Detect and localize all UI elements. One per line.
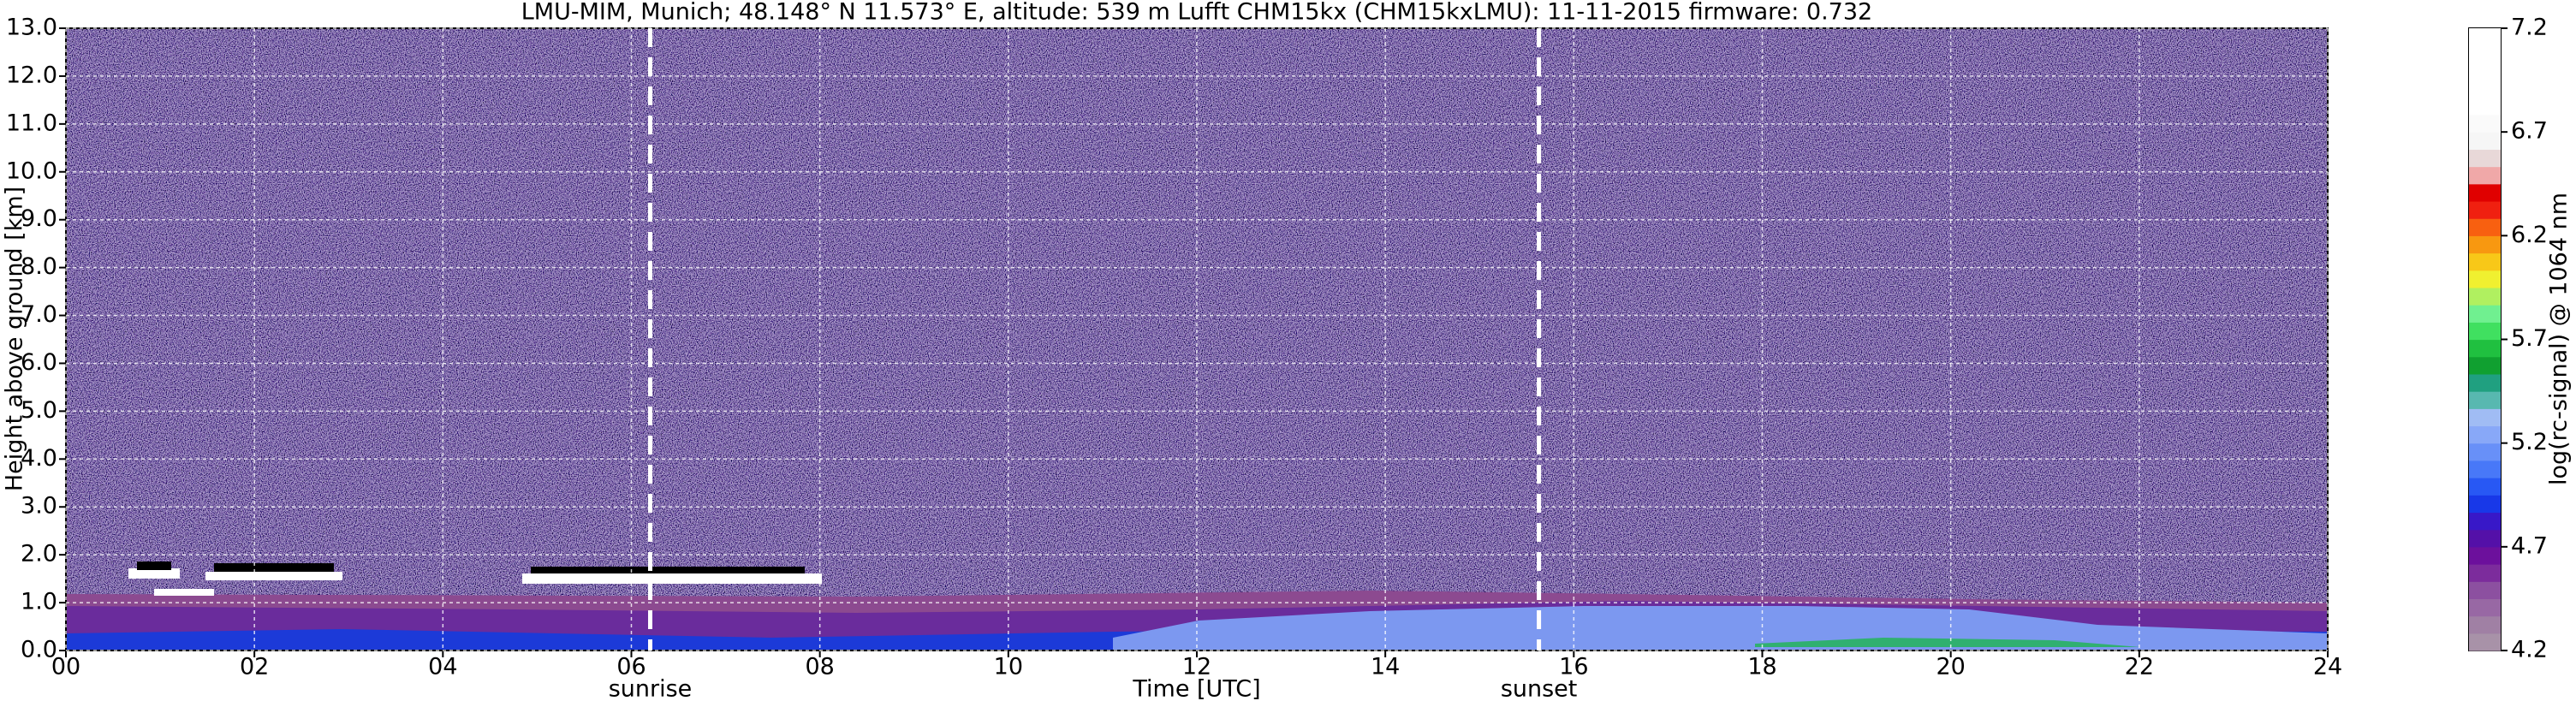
- colorbar-tick-label: 7.2: [2511, 15, 2548, 41]
- x-tick-label: 08: [805, 654, 834, 680]
- colorbar-swatch: [2469, 97, 2501, 116]
- colorbar-swatch: [2469, 45, 2501, 63]
- colorbar-tick-label: 5.7: [2511, 325, 2548, 352]
- colorbar-swatch: [2469, 373, 2501, 392]
- x-tick-label: 02: [240, 654, 269, 680]
- y-tick-label: 2.0: [21, 541, 57, 567]
- y-axis-label: Height above ground [km]: [2, 187, 28, 491]
- colorbar-swatch: [2469, 529, 2501, 548]
- colorbar-swatch: [2469, 200, 2501, 219]
- y-tick-label: 10.0: [6, 157, 57, 184]
- y-tick-label: 4.0: [21, 445, 57, 472]
- colorbar-swatch: [2469, 633, 2501, 651]
- x-tick-label: 04: [428, 654, 457, 680]
- x-tick-label: 24: [2313, 654, 2342, 680]
- colorbar-swatch: [2469, 132, 2501, 150]
- colorbar-swatch: [2469, 322, 2501, 341]
- x-tick-label: 00: [51, 654, 80, 680]
- colorbar-swatch: [2469, 425, 2501, 444]
- y-tick-label: 6.0: [21, 349, 57, 376]
- x-tick-label: 10: [994, 654, 1023, 680]
- colorbar-swatch: [2469, 305, 2501, 323]
- colorbar-swatch: [2469, 114, 2501, 133]
- colorbar-swatch: [2469, 270, 2501, 288]
- y-tick-label: 5.0: [21, 397, 57, 424]
- x-tick-label: 06: [616, 654, 645, 680]
- y-tick-label: 0.0: [21, 637, 57, 663]
- colorbar-swatch: [2469, 581, 2501, 600]
- y-tick-label: 13.0: [6, 15, 57, 41]
- colorbar-swatch: [2469, 62, 2501, 81]
- x-tick-label: 16: [1559, 654, 1588, 680]
- x-tick-label: 18: [1747, 654, 1776, 680]
- colorbar-label: log(rc-signal) @ 1064 nm: [2546, 193, 2573, 485]
- colorbar-swatch: [2469, 615, 2501, 634]
- x-tick-label: 22: [2125, 654, 2154, 680]
- colorbar-swatch: [2469, 235, 2501, 254]
- colorbar-swatch: [2469, 460, 2501, 478]
- chart-title: LMU-MIM, Munich; 48.148° N 11.573° E, al…: [521, 0, 1872, 26]
- colorbar-tick-label: 6.7: [2511, 118, 2548, 145]
- y-tick-label: 11.0: [6, 110, 57, 136]
- colorbar-swatch: [2469, 253, 2501, 271]
- y-tick-label: 8.0: [21, 253, 57, 280]
- x-tick-label: 12: [1182, 654, 1211, 680]
- colorbar-swatch: [2469, 218, 2501, 236]
- colorbar-swatch: [2469, 356, 2501, 375]
- colorbar-swatch: [2469, 408, 2501, 427]
- colorbar-swatch: [2469, 149, 2501, 168]
- colorbar-swatch: [2469, 495, 2501, 514]
- x-tick-label: 20: [1936, 654, 1965, 680]
- colorbar-swatch: [2469, 564, 2501, 582]
- annotation-label: sunrise: [609, 676, 693, 703]
- colorbar-swatch: [2469, 80, 2501, 98]
- colorbar-swatch: [2469, 166, 2501, 185]
- colorbar-tick-label: 6.2: [2511, 222, 2548, 248]
- colorbar-swatch: [2469, 339, 2501, 358]
- colorbar-swatch: [2469, 183, 2501, 202]
- y-tick-label: 7.0: [21, 301, 57, 328]
- colorbar-swatch: [2469, 478, 2501, 496]
- colorbar-swatch: [2469, 512, 2501, 531]
- colorbar-swatch: [2469, 598, 2501, 617]
- colorbar-tick-label: 5.2: [2511, 429, 2548, 455]
- y-tick-label: 3.0: [21, 493, 57, 520]
- colorbar-swatch: [2469, 391, 2501, 409]
- colorbar-tick-label: 4.7: [2511, 532, 2548, 559]
- annotation-label: sunset: [1501, 676, 1578, 703]
- colorbar-swatch: [2469, 546, 2501, 565]
- colorbar-swatch: [2469, 287, 2501, 306]
- colorbar-swatch: [2469, 443, 2501, 461]
- x-axis-label: Time [UTC]: [1132, 676, 1260, 703]
- y-tick-label: 9.0: [21, 205, 57, 232]
- colorbar-tick-label: 4.2: [2511, 637, 2548, 663]
- colorbar-swatch: [2469, 28, 2501, 46]
- x-tick-label: 14: [1371, 654, 1400, 680]
- y-tick-label: 1.0: [21, 589, 57, 615]
- y-tick-label: 12.0: [6, 62, 57, 88]
